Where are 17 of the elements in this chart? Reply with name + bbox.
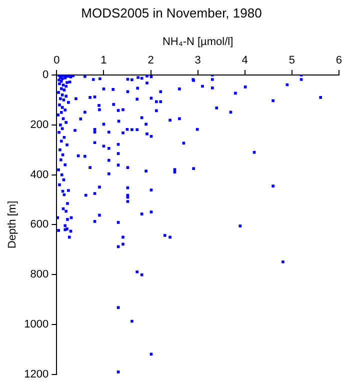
y-tick-label: 400 [30,168,49,181]
x-axis-title: NH₄-N [µmol/l] [162,36,234,48]
y-tick-label: 0 [42,69,49,82]
y-tick-label: 600 [30,218,49,231]
x-tick-label: 5 [288,54,295,66]
y-tick-label: 1000 [24,318,49,331]
x-tick-label: 3 [194,54,201,66]
y-tick-label: 200 [30,118,49,131]
x-tick-label: 2 [148,54,154,66]
x-tick-label: 6 [336,54,342,66]
y-tick-label: 1200 [24,368,49,380]
y-axis-title: Depth [m] [6,200,19,249]
x-tick-label: 0 [54,54,60,66]
chart-title: MODS2005 in November, 1980 [81,5,262,20]
y-tick-label: 800 [30,268,49,281]
x-tick-label: 1 [100,54,107,66]
x-tick-label: 4 [242,54,248,66]
